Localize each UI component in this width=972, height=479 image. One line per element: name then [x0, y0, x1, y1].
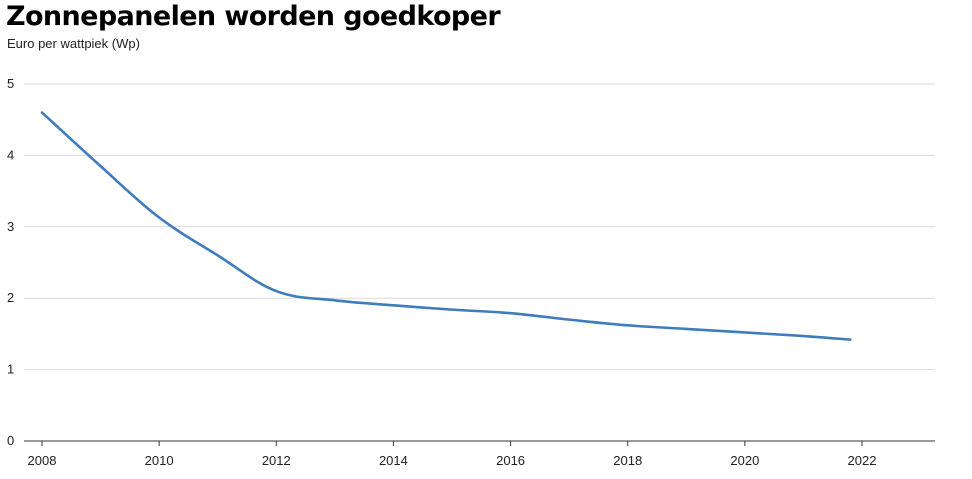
chart-subtitle: Euro per wattpiek (Wp): [7, 36, 140, 51]
y-tick-label-0: 0: [7, 433, 14, 448]
x-tick-label-2010: 2010: [145, 453, 174, 468]
y-tick-label-5: 5: [7, 76, 14, 91]
x-tick-label-2018: 2018: [613, 453, 642, 468]
series-line-0: [40, 111, 852, 341]
x-tick-label-2016: 2016: [496, 453, 525, 468]
x-axis-ticks: 2008 2010 2012 2014 2016 2018 2020 2022: [28, 441, 877, 468]
series-layer: [40, 111, 852, 341]
y-axis-ticks: 0 1 2 3 4 5: [7, 76, 14, 448]
y-tick-label-2: 2: [7, 290, 14, 305]
y-tick-label-1: 1: [7, 362, 14, 377]
gridlines: [24, 83, 935, 371]
x-tick-label-2012: 2012: [262, 453, 291, 468]
y-tick-label-4: 4: [7, 147, 14, 162]
x-tick-label-2022: 2022: [848, 453, 877, 468]
x-tick-label-2020: 2020: [730, 453, 759, 468]
x-tick-label-2014: 2014: [379, 453, 408, 468]
chart-title: Zonnepanelen worden goedkoper: [6, 1, 501, 32]
x-tick-label-2008: 2008: [28, 453, 57, 468]
y-tick-label-3: 3: [7, 219, 14, 234]
